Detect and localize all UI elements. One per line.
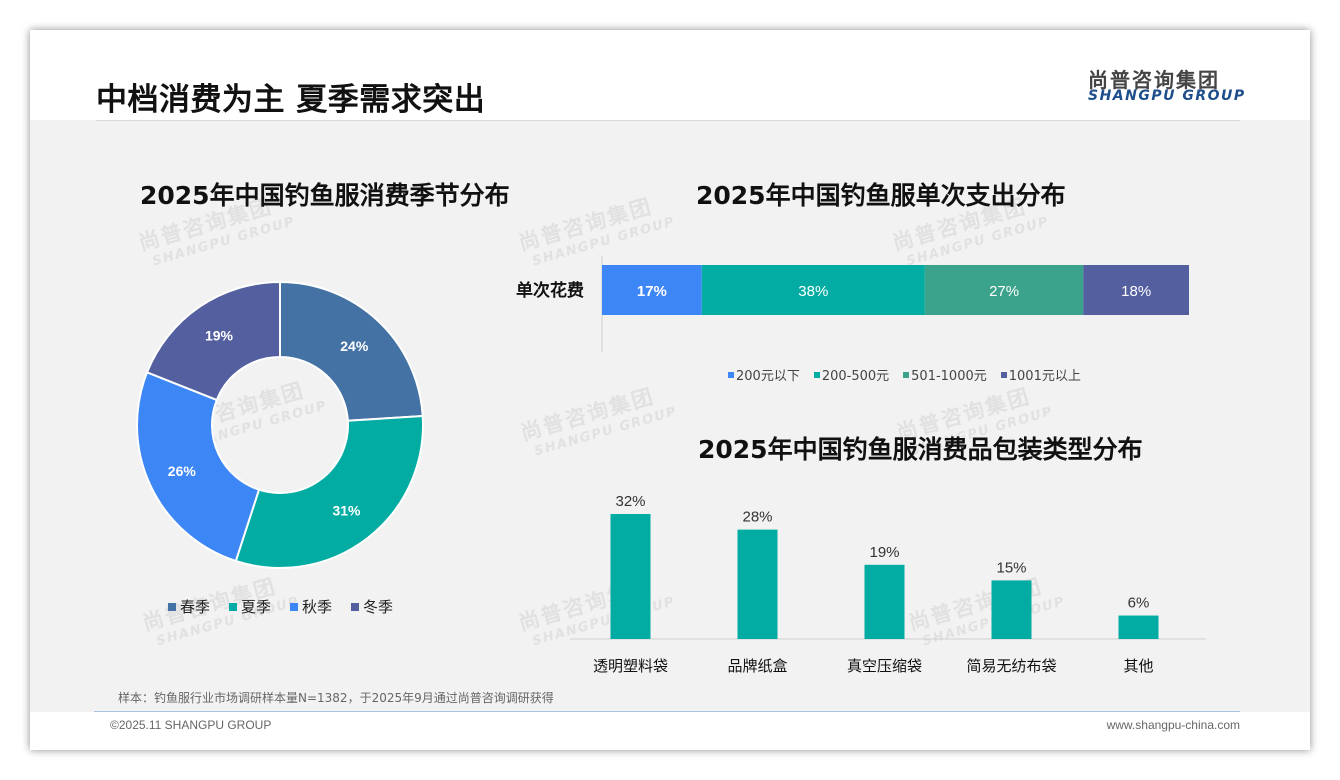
donut-slice-label: 24%: [340, 338, 369, 354]
website-link[interactable]: www.shangpu-china.com: [1106, 718, 1240, 732]
bar-category-label: 简易无纺布袋: [966, 657, 1056, 675]
donut-slice-label: 19%: [205, 327, 234, 343]
legend-swatch: [813, 371, 820, 378]
legend-swatch: [168, 602, 176, 611]
stacked-bar-segment: [1083, 265, 1189, 315]
legend-swatch: [1000, 371, 1007, 378]
copyright: ©2025.11 SHANGPU GROUP: [110, 718, 272, 732]
logo-chinese: 尚普咨询集团: [1088, 68, 1220, 92]
legend-item-501-1000: 501-1000元: [903, 365, 987, 384]
bar: [737, 529, 778, 639]
donut-slice-label: 31%: [332, 503, 361, 519]
title-band: [30, 30, 1310, 120]
title-divider: [96, 120, 1240, 121]
legend-label: 夏季: [241, 598, 272, 616]
stacked-bar-label: 17%: [637, 283, 667, 300]
stacked-bar-segment: [701, 265, 925, 315]
donut-slice: [234, 414, 424, 569]
stacked-bar-segment: [924, 265, 1084, 315]
donut-chart-title: 2025年中国钓鱼服消费季节分布: [140, 181, 510, 210]
legend-label: 501-1000元: [911, 369, 987, 384]
logo-english: SHANGPU GROUP: [1088, 88, 1246, 104]
legend-item-above-1001: 1001元以上: [1000, 365, 1081, 384]
stacked-bar-legend: 200元以下 200-500元 501-1000元 1001元以上: [728, 365, 1095, 384]
bar-category-label: 品牌纸盒: [727, 657, 787, 675]
bar-category-label: 真空压缩袋: [847, 657, 922, 675]
bar-category-label: 透明塑料袋: [593, 657, 668, 675]
bar: [610, 514, 651, 639]
category-label: 单次花费: [516, 280, 584, 301]
stacked-bar-chart-title: 2025年中国钓鱼服单次支出分布: [696, 181, 1066, 210]
bar-value-label: 6%: [1128, 595, 1150, 612]
page-title: 中档消费为主 夏季需求突出: [96, 82, 486, 118]
legend-swatch: [229, 602, 238, 611]
donut-slice: [145, 280, 281, 402]
stacked-bar-label: 18%: [1121, 283, 1151, 300]
legend-label: 春季: [180, 598, 211, 616]
legend-swatch: [351, 602, 360, 611]
bar-value-label: 32%: [615, 493, 645, 510]
legend-swatch: [728, 371, 734, 378]
bar-chart: 32% 透明塑料袋 28% 品牌纸盒 19% 真空压缩袋 15% 简易无纺布袋 6% 其他: [570, 493, 1206, 675]
legend-label: 秋季: [302, 598, 333, 616]
bar-chart-title: 2025年中国钓鱼服消费品包装类型分布: [698, 435, 1143, 464]
donut-slice-label: 26%: [168, 463, 197, 479]
stacked-bar-chart: 单次花费 17% 38% 27% 18%: [516, 256, 1189, 352]
donut-legend: 春季 夏季 秋季 冬季: [168, 596, 412, 617]
sample-note: 样本：钓鱼服行业市场调研样本量N=1382，于2025年9月通过尚普咨询调研获得: [118, 691, 554, 705]
bar: [1118, 615, 1159, 639]
legend-item-summer: 夏季: [229, 596, 271, 617]
stacked-bar-segment: [602, 265, 702, 315]
donut-chart: 24% 31% 26% 19%: [136, 280, 424, 569]
legend-label: 冬季: [363, 598, 394, 616]
legend-label: 200-500元: [821, 369, 890, 384]
footer-divider: [94, 711, 1240, 712]
bar-value-label: 19%: [869, 544, 899, 561]
slide: 中档消费为主 夏季需求突出 尚普咨询集团 SHANGPU GROUP 尚普咨询集…: [30, 30, 1310, 750]
donut-slice: [136, 371, 261, 563]
legend-item-below-200: 200元以下: [728, 365, 800, 384]
footer-band: [30, 712, 1310, 750]
legend-item-spring: 春季: [168, 596, 210, 617]
bar-value-label: 15%: [996, 559, 1026, 576]
legend-item-200-500: 200-500元: [813, 365, 890, 384]
legend-swatch: [903, 371, 910, 378]
bar-value-label: 28%: [742, 509, 772, 526]
legend-label: 1001元以上: [1008, 369, 1081, 384]
bar: [864, 564, 905, 639]
legend-item-autumn: 秋季: [290, 596, 332, 617]
stacked-bar-label: 27%: [989, 283, 1019, 300]
legend-swatch: [290, 602, 299, 611]
legend-label: 200元以下: [736, 369, 800, 384]
legend-item-winter: 冬季: [351, 596, 393, 617]
bar-category-label: 其他: [1123, 657, 1153, 675]
stacked-bar-label: 38%: [798, 283, 828, 300]
bar: [991, 580, 1032, 639]
donut-slice: [279, 280, 424, 422]
